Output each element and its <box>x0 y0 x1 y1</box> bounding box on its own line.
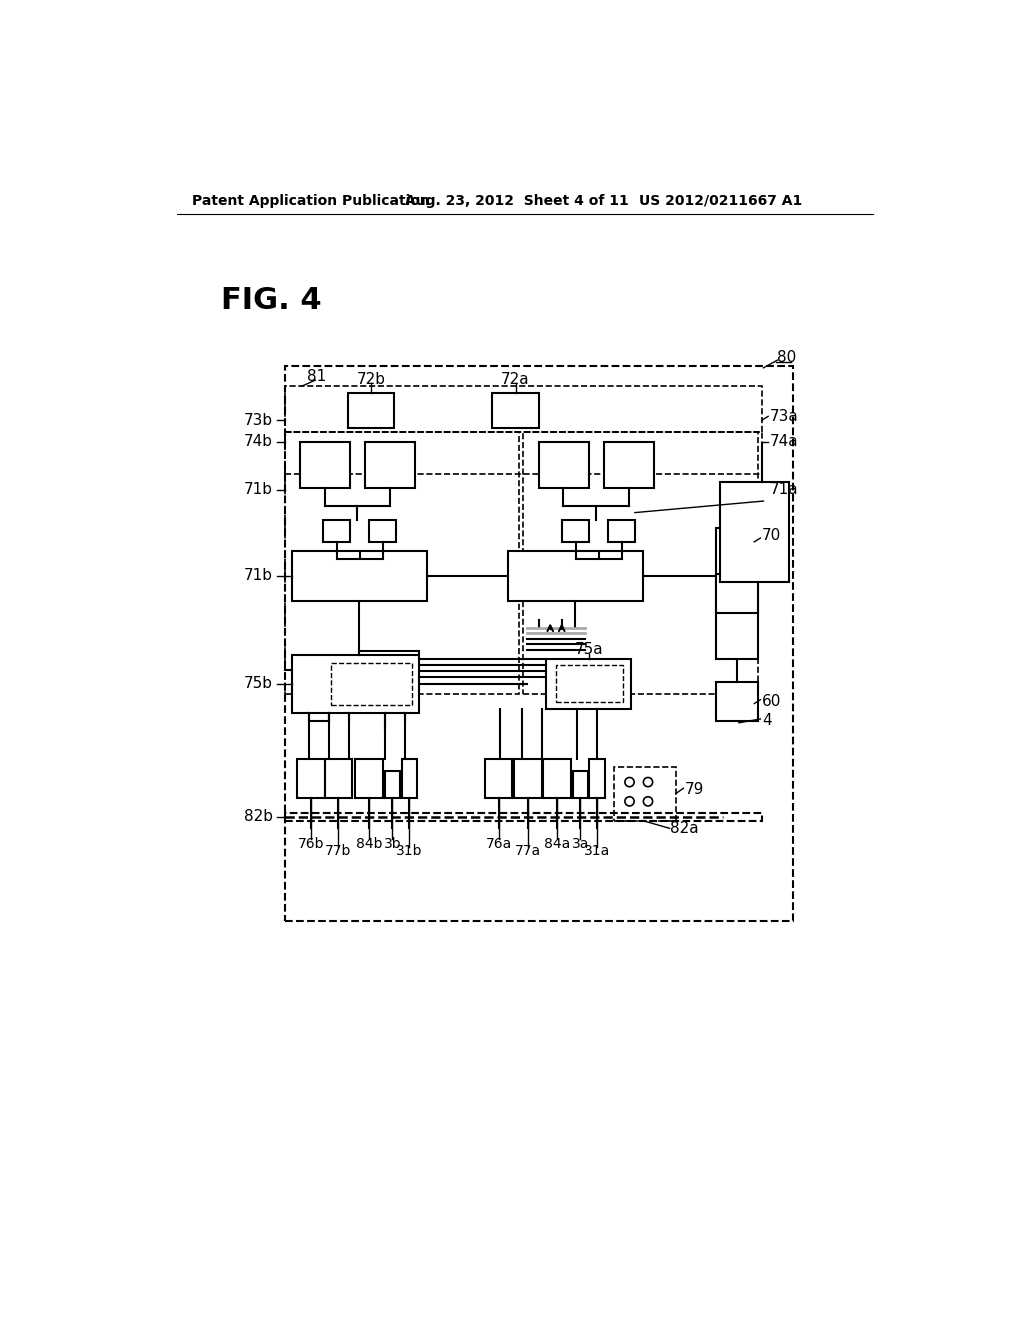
Bar <box>401 759 417 797</box>
Text: 71b: 71b <box>244 568 273 583</box>
Bar <box>523 432 758 693</box>
Text: 77b: 77b <box>326 845 351 858</box>
Text: 82a: 82a <box>670 821 698 836</box>
Bar <box>292 552 427 601</box>
Text: 3b: 3b <box>384 837 401 850</box>
Text: FIG. 4: FIG. 4 <box>221 286 322 315</box>
Text: 75b: 75b <box>244 676 273 692</box>
Bar <box>720 482 788 582</box>
Text: 81: 81 <box>307 368 327 384</box>
Text: 31b: 31b <box>396 845 423 858</box>
Bar <box>547 659 631 709</box>
Text: 73a: 73a <box>770 409 799 424</box>
Bar <box>493 393 539 428</box>
Text: 3a: 3a <box>571 837 589 850</box>
Bar <box>484 759 512 797</box>
Text: 71b: 71b <box>244 482 273 498</box>
Bar <box>370 520 396 543</box>
Bar <box>285 432 519 693</box>
Bar <box>614 767 676 821</box>
Bar <box>716 682 758 721</box>
Text: 80: 80 <box>777 350 797 364</box>
Text: US 2012/0211667 A1: US 2012/0211667 A1 <box>639 194 802 207</box>
Text: 75a: 75a <box>574 642 603 657</box>
Bar <box>556 665 624 702</box>
Bar <box>514 759 542 797</box>
Bar <box>608 520 635 543</box>
Bar <box>292 655 419 713</box>
Bar <box>285 367 793 921</box>
Bar <box>348 393 394 428</box>
Bar <box>590 759 605 797</box>
Bar <box>562 520 589 543</box>
Text: 84a: 84a <box>544 837 570 850</box>
Bar <box>285 432 762 474</box>
Text: 79: 79 <box>685 783 705 797</box>
Text: 72b: 72b <box>356 372 385 387</box>
Bar <box>285 385 762 432</box>
Bar <box>385 771 400 797</box>
Text: 70: 70 <box>762 528 781 544</box>
Bar <box>285 813 762 821</box>
Text: 71a: 71a <box>770 482 799 498</box>
Bar <box>572 771 588 797</box>
Bar <box>323 520 350 543</box>
Text: Patent Application Publication: Patent Application Publication <box>193 194 430 207</box>
Text: 76a: 76a <box>485 837 512 850</box>
Bar <box>297 759 325 797</box>
Bar <box>508 552 643 601</box>
Text: 84b: 84b <box>356 837 383 850</box>
Bar <box>331 663 412 705</box>
Bar <box>539 442 589 488</box>
Text: Aug. 23, 2012  Sheet 4 of 11: Aug. 23, 2012 Sheet 4 of 11 <box>404 194 629 207</box>
Text: 60: 60 <box>762 694 781 709</box>
Bar <box>544 759 571 797</box>
Bar <box>355 759 383 797</box>
Text: 74a: 74a <box>770 434 799 449</box>
Bar <box>716 574 758 612</box>
Bar <box>325 759 352 797</box>
Text: 74b: 74b <box>244 434 273 449</box>
Bar <box>604 442 654 488</box>
Text: 76b: 76b <box>298 837 324 850</box>
Text: 82b: 82b <box>244 809 273 824</box>
Text: 31a: 31a <box>584 845 610 858</box>
Bar <box>300 442 350 488</box>
Text: 73b: 73b <box>244 413 273 428</box>
Text: 4: 4 <box>762 713 772 729</box>
Text: 77a: 77a <box>515 845 541 858</box>
Text: 72a: 72a <box>501 372 529 387</box>
Bar <box>366 442 416 488</box>
Bar <box>716 528 758 659</box>
